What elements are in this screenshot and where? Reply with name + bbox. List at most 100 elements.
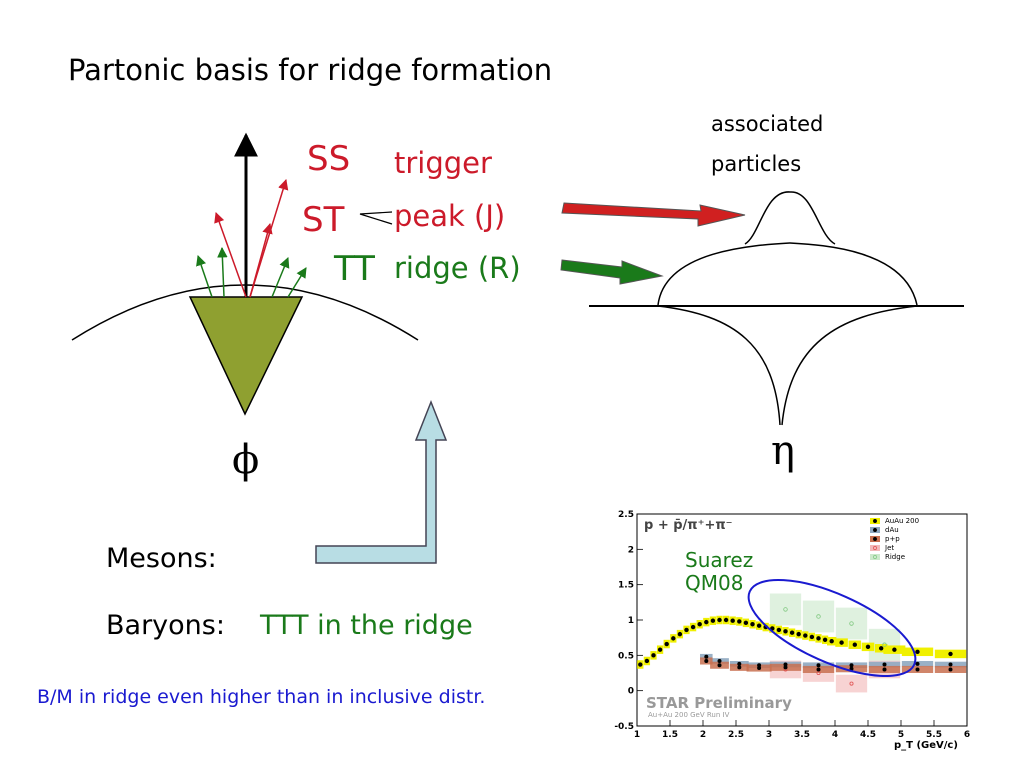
dau-point <box>915 661 920 666</box>
ridge-point <box>816 614 821 619</box>
dau-point <box>704 654 709 659</box>
x-tick-label: 2.5 <box>728 730 744 740</box>
p-p-point <box>704 658 709 663</box>
auau-200-point <box>717 617 722 623</box>
legend-marker <box>873 528 877 532</box>
mesons-label: Mesons: <box>106 543 217 574</box>
trigger-label: trigger <box>394 146 492 180</box>
x-tick-label: 4 <box>832 730 838 740</box>
auau-200-point <box>743 620 749 626</box>
plot-xlabel: p_T (GeV/c) <box>894 740 958 751</box>
x-tick-label: 4.5 <box>860 730 876 740</box>
auau-200-point <box>776 627 782 633</box>
ratio-plot: p + p̄/π⁺+π⁻ -0.5 0 0.5 1 1.5 2 2.5 1 1.5 2 2.5 3 3.… <box>612 508 972 756</box>
ridge-point <box>849 621 854 626</box>
dau-point <box>882 662 887 667</box>
plot-watermark-sub: Au+Au 200 GeV Run IV <box>648 711 730 719</box>
plot-axis-layer: -0.5 0 0.5 1 1.5 2 2.5 1 1.5 2 2.5 3 3.5 4 4.5 5 5.5 6 <box>614 510 970 740</box>
auau-200-point <box>829 638 834 644</box>
ridge-point <box>882 642 887 647</box>
ridge-error-band <box>835 607 868 640</box>
x-tick-label: 1 <box>634 730 640 740</box>
p-p-point <box>915 667 920 672</box>
legend-marker <box>873 546 877 550</box>
auau-200-point <box>796 631 801 637</box>
auau-200-point <box>710 618 716 623</box>
associated-label: associated <box>711 112 824 136</box>
x-tick-label: 5.5 <box>926 730 942 740</box>
x-tick-label: 5 <box>898 730 904 740</box>
auau-200-point <box>852 642 857 647</box>
y-tick-label: 1.5 <box>618 581 634 591</box>
suarez-line1: Suarez <box>685 548 754 572</box>
p-p-point <box>882 667 887 672</box>
green-particle-arrows <box>196 246 307 298</box>
tt-label: TT <box>334 249 375 289</box>
y-tick-label: -0.5 <box>614 722 634 732</box>
l-shaped-arrow <box>315 399 448 564</box>
ridge-point <box>783 607 788 612</box>
auau-200-point <box>651 653 656 658</box>
auau-200-point <box>677 631 683 637</box>
eta-symbol: η <box>771 428 795 474</box>
legend-label: AuAu 200 <box>885 517 919 525</box>
dau-point <box>737 661 742 666</box>
auau-200-point <box>803 633 808 638</box>
y-tick-label: 0.5 <box>618 651 634 661</box>
auau-200-point <box>690 624 696 630</box>
ratio-note: B/M in ridge even higher than in inclusi… <box>37 686 486 708</box>
auau-200-point <box>723 617 729 623</box>
p-p-point <box>948 667 953 672</box>
ridge-highlight-ellipse <box>747 578 917 678</box>
y-tick-label: 2.5 <box>618 510 634 520</box>
legend-marker <box>873 537 877 541</box>
st-bracket <box>359 211 393 225</box>
jet-error-band <box>835 674 868 693</box>
legend-swatch <box>870 545 880 551</box>
eta-distribution <box>589 191 964 426</box>
auau-200-point <box>839 640 844 645</box>
peak-pointer-arrow <box>561 202 746 227</box>
jet-point <box>849 681 854 686</box>
dau-point <box>717 658 722 663</box>
auau-200-point <box>671 636 676 641</box>
x-tick-label: 3.5 <box>794 730 810 740</box>
st-label: ST <box>302 200 345 240</box>
ridge-pointer-arrow <box>560 259 664 285</box>
ridge-label: ridge (R) <box>394 251 521 285</box>
red-particle-arrows <box>214 178 289 298</box>
p-p-point <box>757 666 762 671</box>
auau-200-point <box>756 623 762 628</box>
auau-200-point <box>892 647 897 652</box>
ridge-error-band <box>802 600 835 633</box>
x-tick-label: 2 <box>700 730 706 740</box>
auau-200-point <box>644 658 650 664</box>
suarez-line2: QM08 <box>685 571 744 595</box>
auau-200-point <box>704 619 709 625</box>
auau-200-point <box>865 644 871 650</box>
dau-point <box>849 663 854 668</box>
p-p-point <box>737 665 742 670</box>
slide-title: Partonic basis for ridge formation <box>68 53 553 87</box>
jet-cone <box>188 296 304 416</box>
auau-200-point <box>822 637 828 642</box>
particles-label: particles <box>711 152 802 176</box>
legend-marker <box>873 519 877 523</box>
dau-point <box>816 663 821 668</box>
x-tick-label: 3 <box>766 730 772 740</box>
auau-200-point <box>697 622 702 627</box>
auau-200-point <box>664 641 669 647</box>
auau-200-point <box>737 619 742 624</box>
ss-label: SS <box>307 139 351 179</box>
x-tick-label: 1.5 <box>662 730 678 740</box>
legend-label: Jet <box>884 544 894 552</box>
phi-symbol: ϕ <box>232 437 260 483</box>
p-p-point <box>783 665 788 670</box>
auau-200-point <box>948 651 953 657</box>
auau-200-point <box>750 622 755 627</box>
legend-label: p+p <box>885 535 900 543</box>
auau-200-point <box>789 630 795 635</box>
ridge-error-band <box>769 593 802 626</box>
auau-200-point <box>809 634 815 640</box>
